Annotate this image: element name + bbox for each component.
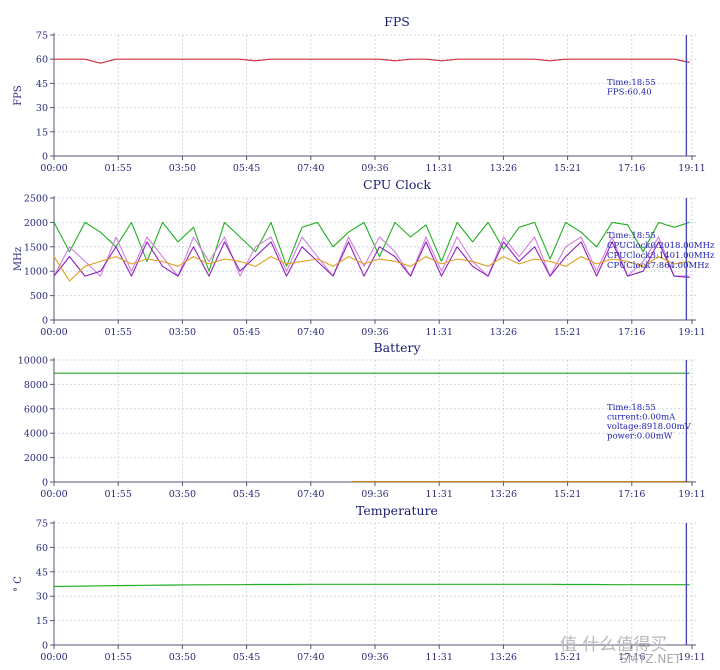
x-tick-label: 05:45 xyxy=(233,652,260,663)
watermark-site: SMYZ.NET xyxy=(620,652,682,666)
cursor-annotation: CPUClock0:2018.00MHz xyxy=(607,241,715,251)
x-tick-label: 11:31 xyxy=(426,489,453,500)
x-tick-label: 09:36 xyxy=(361,489,388,500)
cursor-annotation: voltage:8918.00mV xyxy=(606,422,692,432)
y-axis-label: MHz xyxy=(13,247,24,271)
x-tick-label: 17:16 xyxy=(618,652,645,663)
y-tick-label: 0 xyxy=(42,152,48,163)
y-tick-label: 6000 xyxy=(24,404,48,415)
cursor-annotation: CPUClock7:864.00MHz xyxy=(607,261,710,271)
y-axis-label: FPS xyxy=(13,85,24,106)
y-tick-label: 60 xyxy=(36,55,48,66)
x-tick-label: 13:26 xyxy=(490,652,517,663)
x-tick-label: 19:11 xyxy=(678,163,705,174)
x-tick-label: 19:11 xyxy=(678,652,705,663)
cursor-annotation: power:0.00mW xyxy=(607,432,673,442)
x-tick-label: 15:21 xyxy=(554,652,581,663)
chart-panel-3: Temperature 0 15 30 45 60 75 00:00 01:55 03:50 05:… xyxy=(13,503,706,663)
cursor-annotation: Time:18:55 xyxy=(607,78,656,88)
y-tick-label: 500 xyxy=(30,291,48,302)
chart-title: Temperature xyxy=(356,503,438,518)
series-line-0 xyxy=(53,221,690,272)
x-tick-label: 11:31 xyxy=(426,327,453,338)
chart-title: Battery xyxy=(373,340,421,355)
y-tick-label: 0 xyxy=(42,478,48,489)
chart-panel-1: CPU Clock 0 500 1000 1500 2000 2500 00:00 01:55 0… xyxy=(13,177,715,338)
x-tick-label: 01:55 xyxy=(105,652,132,663)
chart-panel-2: Battery 0 2000 4000 6000 8000 10000 00:00 01:55 0… xyxy=(18,340,706,500)
cursor-annotation: Time:18:55 xyxy=(607,403,656,413)
cursor-annotation: Time:18:55 xyxy=(607,231,656,241)
x-tick-label: 17:16 xyxy=(618,163,645,174)
x-tick-label: 13:26 xyxy=(490,163,517,174)
x-tick-label: 13:26 xyxy=(490,327,517,338)
cursor-annotation: CPUClock3:1401.00MHz xyxy=(607,251,715,261)
x-tick-label: 07:40 xyxy=(297,652,324,663)
x-tick-label: 15:21 xyxy=(554,163,581,174)
x-tick-label: 19:11 xyxy=(678,489,705,500)
x-tick-label: 17:16 xyxy=(618,327,645,338)
x-tick-label: 01:55 xyxy=(105,163,132,174)
x-tick-label: 11:31 xyxy=(426,163,453,174)
cursor-annotation: current:0.00mA xyxy=(607,413,676,423)
y-tick-label: 75 xyxy=(36,31,48,42)
x-tick-label: 05:45 xyxy=(233,327,260,338)
x-tick-label: 03:50 xyxy=(169,652,196,663)
x-tick-label: 03:50 xyxy=(169,489,196,500)
y-tick-label: 15 xyxy=(36,127,48,138)
cursor-annotation: FPS:60.40 xyxy=(607,88,652,98)
x-tick-label: 19:11 xyxy=(678,327,705,338)
chart-title: FPS xyxy=(384,14,410,29)
chart-title: CPU Clock xyxy=(363,177,431,192)
x-tick-label: 07:40 xyxy=(297,163,324,174)
x-tick-label: 09:36 xyxy=(361,327,388,338)
x-tick-label: 09:36 xyxy=(361,163,388,174)
x-tick-label: 00:00 xyxy=(40,652,67,663)
y-tick-label: 10000 xyxy=(18,356,48,367)
x-tick-label: 11:31 xyxy=(426,652,453,663)
series-line-3 xyxy=(53,256,690,282)
series-line-0 xyxy=(53,583,690,587)
x-tick-label: 01:55 xyxy=(105,327,132,338)
x-tick-label: 15:21 xyxy=(554,489,581,500)
y-tick-label: 2000 xyxy=(24,218,48,229)
y-tick-label: 4000 xyxy=(24,429,48,440)
chart-panel-0: FPS 0 15 30 45 60 75 00:00 01:55 03:50 05:45 07:40 0… xyxy=(13,14,706,174)
x-tick-label: 03:50 xyxy=(169,163,196,174)
x-tick-label: 01:55 xyxy=(105,489,132,500)
y-tick-label: 75 xyxy=(36,519,48,530)
y-tick-label: 30 xyxy=(36,592,48,603)
y-tick-label: 0 xyxy=(42,641,48,652)
watermark-glyphs: 值 什么值得买 xyxy=(560,635,667,655)
x-tick-label: 03:50 xyxy=(169,327,196,338)
y-tick-label: 2000 xyxy=(24,453,48,464)
x-tick-label: 05:45 xyxy=(233,163,260,174)
x-tick-label: 09:36 xyxy=(361,652,388,663)
x-tick-label: 00:00 xyxy=(40,327,67,338)
x-tick-label: 17:16 xyxy=(618,489,645,500)
y-tick-label: 45 xyxy=(36,79,48,90)
x-tick-label: 00:00 xyxy=(40,489,67,500)
x-tick-label: 07:40 xyxy=(297,327,324,338)
y-tick-label: 1000 xyxy=(24,267,48,278)
y-axis-label: ° C xyxy=(13,576,24,592)
y-tick-label: 1500 xyxy=(24,242,48,253)
y-tick-label: 8000 xyxy=(24,380,48,391)
y-tick-label: 30 xyxy=(36,103,48,114)
x-tick-label: 15:21 xyxy=(554,327,581,338)
x-tick-label: 00:00 xyxy=(40,163,67,174)
series-line-1 xyxy=(53,236,690,277)
y-tick-label: 45 xyxy=(36,567,48,578)
y-tick-label: 2500 xyxy=(24,194,48,205)
y-tick-label: 0 xyxy=(42,316,48,327)
series-line-0 xyxy=(54,58,690,64)
y-tick-label: 60 xyxy=(36,543,48,554)
x-tick-label: 07:40 xyxy=(297,489,324,500)
x-tick-label: 13:26 xyxy=(490,489,517,500)
x-tick-label: 05:45 xyxy=(233,489,260,500)
y-tick-label: 15 xyxy=(36,616,48,627)
